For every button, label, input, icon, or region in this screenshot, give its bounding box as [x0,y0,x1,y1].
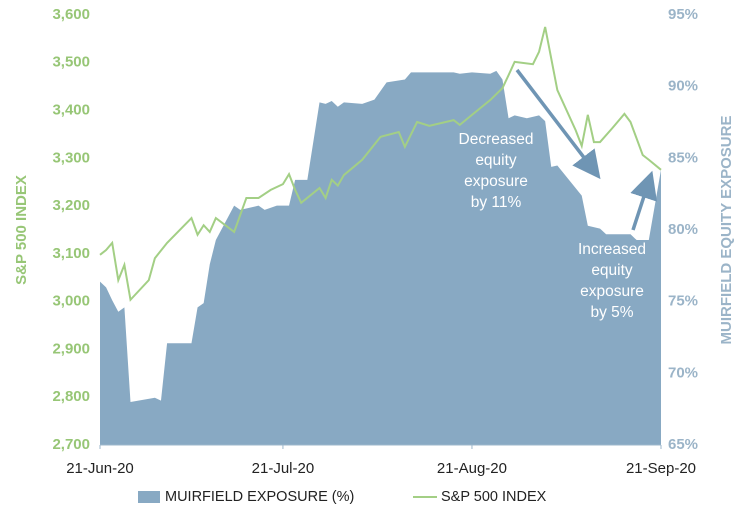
x-tick-label: 21-Aug-20 [437,460,507,477]
x-tick-label: 21-Sep-20 [626,460,696,477]
y-tick-label: 3,000 [52,293,90,310]
y-tick-label: 2,900 [52,340,90,357]
x-tick-label: 21-Jul-20 [252,460,315,477]
y2-tick-label: 85% [668,149,698,166]
annotation: exposure [464,173,528,190]
y2-tick-label: 75% [668,293,698,310]
y2-tick-label: 95% [668,6,698,23]
annotation: Increased [578,241,646,258]
annotation: equity [591,262,633,279]
y2-tick-label: 70% [668,364,698,381]
y-tick-label: 3,600 [52,6,90,23]
y2-tick-label: 65% [668,436,698,453]
y-tick-label: 2,800 [52,388,90,405]
annotation: Decreased [459,131,534,148]
y-tick-label: 3,100 [52,245,90,262]
y-tick-label: 3,400 [52,102,90,119]
legend-label: MUIRFIELD EXPOSURE (%) [165,489,354,505]
annotation: exposure [580,283,644,300]
y2-tick-label: 80% [668,221,698,238]
annotation: equity [475,152,517,169]
annotation: by 5% [590,304,633,321]
y-tick-label: 2,700 [52,436,90,453]
y-axis-title: S&P 500 INDEX [13,175,30,285]
arrow [515,68,601,180]
plot-area [99,26,662,446]
legend-label: S&P 500 INDEX [441,489,547,505]
y-tick-label: 3,500 [52,54,90,71]
x-tick-label: 21-Jun-20 [66,460,134,477]
arrow [630,170,657,231]
y-tick-label: 3,200 [52,197,90,214]
annotation: by 11% [471,194,522,211]
y2-tick-label: 90% [668,78,698,95]
index-line [99,26,662,302]
exposure-area [100,70,661,446]
legend-swatch [138,491,160,503]
y2-axis-title: MUIRFIELD EQUITY EXPOSURE [718,116,735,345]
y-tick-label: 3,300 [52,149,90,166]
